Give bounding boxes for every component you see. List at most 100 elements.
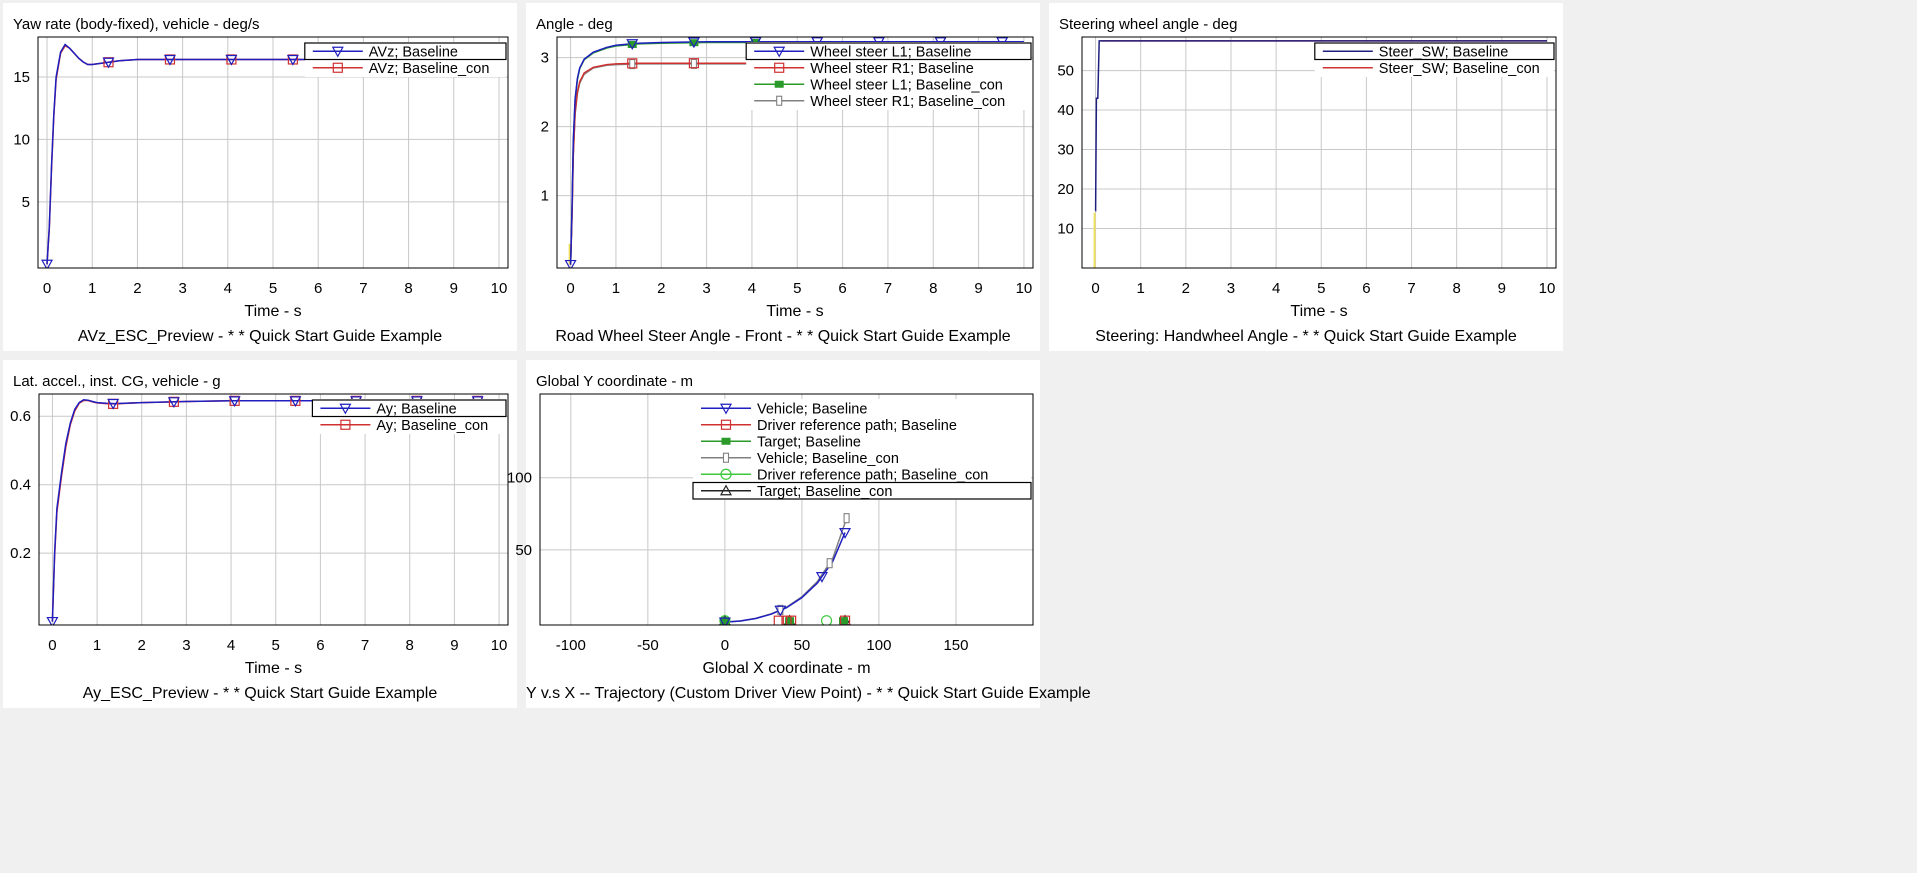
- lat-accel-xlabel: Time - s: [244, 660, 303, 677]
- steering-chart[interactable]: 0 1 2 3 4 5 6 7 8 9 10 10 20 30 40 50 Steer_SW; Baseline…: [1049, 3, 1563, 303]
- y-tick-label: 30: [1057, 142, 1074, 159]
- data-marker: [225, 54, 238, 66]
- x-tick-label: 8: [1453, 280, 1461, 297]
- yaw-rate-caption: AVz_ESC_Preview - * * Quick Start Guide …: [77, 328, 443, 345]
- x-tick-label: 2: [133, 280, 141, 297]
- legend-label: Target; Baseline_con: [757, 484, 892, 500]
- x-tick-label: 10: [491, 280, 508, 297]
- plot-frame: [1081, 36, 1557, 269]
- x-tick-label: 3: [1227, 280, 1235, 297]
- steering-title: Steering wheel angle - deg: [1059, 16, 1238, 33]
- legend-entry[interactable]: Vehicle; Baseline_con: [701, 451, 899, 467]
- x-tick-label: 5: [269, 280, 277, 297]
- x-tick-label: 4: [1272, 280, 1280, 297]
- legend-entry[interactable]: Wheel steer R1; Baseline: [754, 61, 974, 77]
- plot-frame: [37, 36, 509, 269]
- data-marker: [102, 57, 115, 69]
- legend-entry[interactable]: AVz; Baseline_con: [312, 61, 490, 77]
- x-tick-label: 6: [838, 280, 846, 297]
- legend-entry[interactable]: Ay; Baseline: [311, 399, 507, 417]
- x-tick-label: 3: [182, 637, 190, 654]
- y-tick-label: 2: [541, 119, 549, 136]
- series-markers: [719, 615, 833, 625]
- legend-entry[interactable]: Wheel steer L1; Baseline: [745, 42, 1032, 60]
- yaw-rate-title: Yaw rate (body-fixed), vehicle - deg/s: [13, 16, 260, 33]
- x-tick-label: 9: [1498, 280, 1506, 297]
- legend-entry[interactable]: Target; Baseline: [701, 434, 861, 450]
- data-point: [839, 617, 849, 625]
- legend-swatch-marker: [722, 452, 730, 463]
- y-tick-label: 10: [13, 131, 30, 148]
- x-tick-label: -100: [556, 637, 586, 654]
- legend-entry[interactable]: Target; Baseline_con: [692, 481, 1032, 500]
- legend-label: AVz; Baseline_con: [369, 61, 490, 77]
- legend-entry[interactable]: Wheel steer R1; Baseline_con: [754, 94, 1005, 110]
- legend-label: Wheel steer L1; Baseline: [810, 44, 971, 60]
- plot-frame: [539, 393, 1034, 626]
- data-marker: [564, 259, 577, 268]
- legend-entry[interactable]: Wheel steer L1; Baseline_con: [754, 77, 1003, 93]
- y-tick-label: 100: [507, 470, 532, 487]
- data-marker: [689, 39, 699, 47]
- trajectory-panel: Global Y coordinate - m -100 -50 0 50 100 150…: [507, 360, 1091, 708]
- x-tick-label: 9: [974, 280, 982, 297]
- legend-entry[interactable]: Steer_SW; Baseline: [1314, 42, 1555, 61]
- x-tick-label: 5: [1317, 280, 1325, 297]
- x-tick-label: 10: [1539, 280, 1556, 297]
- x-tick-label: 3: [702, 280, 710, 297]
- legend-entry[interactable]: Steer_SW; Baseline_con: [1322, 61, 1540, 77]
- legend-selection-box: [1314, 42, 1555, 61]
- x-tick-label: 1: [1137, 280, 1145, 297]
- legend-swatch-marker: [720, 419, 732, 430]
- legend-label: Steer_SW; Baseline: [1379, 44, 1509, 60]
- x-tick-label: 7: [1407, 280, 1415, 297]
- x-tick-label: 7: [359, 280, 367, 297]
- y-tick-label: 0.6: [10, 408, 31, 425]
- data-marker: [286, 54, 299, 66]
- legend-label: Driver reference path; Baseline_con: [757, 467, 988, 483]
- x-tick-label: 2: [138, 637, 146, 654]
- lat-accel-caption: Ay_ESC_Preview - * * Quick Start Guide E…: [82, 685, 438, 702]
- y-tick-label: 50: [515, 542, 532, 559]
- data-marker: [815, 572, 828, 583]
- legend-swatch-marker: [332, 62, 343, 73]
- wheel-angle-title: Angle - deg: [536, 16, 613, 33]
- legend-selection-box: [692, 481, 1032, 500]
- legend-swatch-marker: [719, 403, 733, 415]
- legend-label: Wheel steer R1; Baseline: [810, 61, 974, 77]
- yaw-rate-panel: Yaw rate (body-fixed), vehicle - deg/s 0…: [3, 3, 517, 351]
- x-tick-label: 7: [361, 637, 369, 654]
- steering-caption: Steering: Handwheel Angle - * * Quick St…: [1095, 328, 1517, 345]
- series-line: [1094, 40, 1547, 212]
- legend-swatch-marker: [776, 95, 783, 106]
- x-tick-label: 2: [1182, 280, 1190, 297]
- legend-entry[interactable]: Driver reference path; Baseline_con: [701, 467, 988, 483]
- data-point: [773, 615, 784, 625]
- legend-entry[interactable]: Driver reference path; Baseline: [701, 418, 957, 434]
- x-tick-label: 7: [884, 280, 892, 297]
- x-tick-label: 4: [748, 280, 756, 297]
- data-marker: [774, 605, 787, 617]
- series-markers: [41, 54, 299, 268]
- legend-entry[interactable]: AVz; Baseline: [304, 42, 507, 60]
- series-line: [569, 41, 1024, 265]
- data-marker: [718, 617, 731, 625]
- series-group: [564, 37, 1024, 268]
- data-marker: [167, 397, 180, 409]
- x-tick-label: 1: [88, 280, 96, 297]
- legend-entry[interactable]: Ay; Baseline_con: [320, 418, 488, 434]
- data-marker: [289, 396, 302, 408]
- data-marker: [627, 40, 637, 48]
- legend-entry[interactable]: Vehicle; Baseline: [701, 401, 867, 417]
- lat-accel-title: Lat. accel., inst. CG, vehicle - g: [13, 373, 221, 390]
- legend-swatch-marker: [340, 419, 351, 430]
- data-marker: [687, 37, 700, 49]
- data-marker: [629, 59, 636, 70]
- x-tick-label: -50: [637, 637, 659, 654]
